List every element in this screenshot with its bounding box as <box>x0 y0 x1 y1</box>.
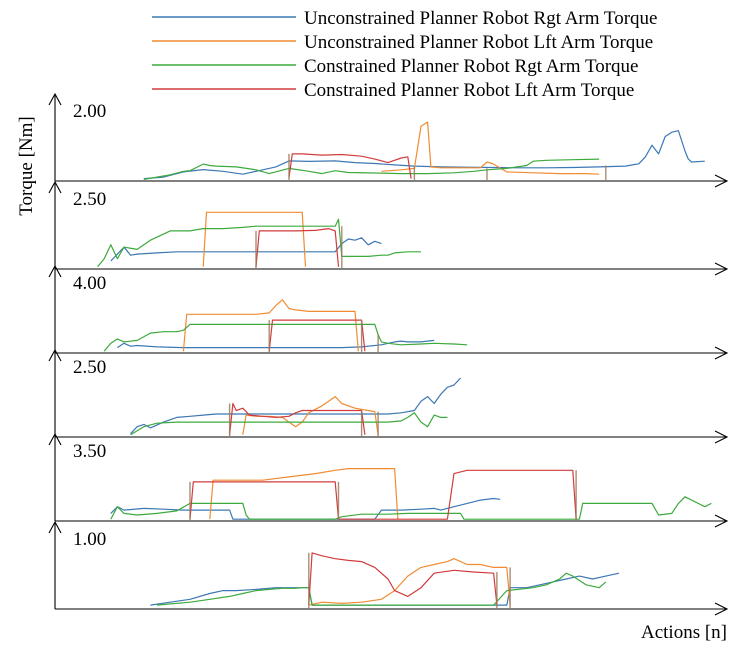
series-clft-4 <box>229 402 366 435</box>
y-axis-arrow-3 <box>48 264 62 278</box>
series-clft-2 <box>255 228 340 267</box>
legend-entry-clft: Constrained Planner Robot Lft Arm Torque <box>152 80 634 101</box>
legend-label-crgt: Constrained Planner Robot Rgt Arm Torque <box>304 56 639 77</box>
legend-entry-urgt: Unconstrained Planner Robot Rgt Arm Torq… <box>152 8 657 29</box>
y-axis-title: Torque [Nm] <box>16 116 37 215</box>
series-ulft-4 <box>242 396 379 435</box>
y-axis-arrow-5 <box>48 432 62 446</box>
series-vert-5 <box>189 470 577 520</box>
panel-3: 4.00 <box>48 264 729 360</box>
y-axis-arrow-2 <box>48 180 62 194</box>
series-urgt-3 <box>117 339 435 349</box>
ymax-label-4: 2.50 <box>73 357 106 378</box>
series-crgt-6 <box>156 572 607 606</box>
series-ulft-6 <box>308 558 511 606</box>
panel-1: 2.00 <box>48 92 729 188</box>
y-axis-arrow-4 <box>48 348 62 362</box>
panel-5: 3.50 <box>48 432 729 528</box>
series-urgt-2 <box>110 237 382 262</box>
legend-label-clft: Constrained Planner Robot Lft Arm Torque <box>304 80 634 101</box>
ymax-label-2: 2.50 <box>73 189 106 210</box>
x-axis-arrow-6 <box>714 602 729 616</box>
legend-entry-crgt: Constrained Planner Robot Rgt Arm Torque <box>152 56 639 77</box>
x-axis-arrow-5 <box>714 514 729 528</box>
legend-entry-ulft: Unconstrained Planner Robot Lft Arm Torq… <box>152 32 653 53</box>
y-axis-arrow-6 <box>48 520 62 534</box>
series-ulft-3 <box>182 299 359 352</box>
series-crgt-2 <box>97 218 421 268</box>
series-urgt-6 <box>150 572 620 606</box>
series-vert-6 <box>308 552 511 608</box>
x-axis-title: Actions [n] <box>641 622 727 643</box>
legend-label-ulft: Unconstrained Planner Robot Lft Arm Torq… <box>304 32 653 53</box>
series-urgt-4 <box>130 377 462 435</box>
legend-label-urgt: Unconstrained Planner Robot Rgt Arm Torq… <box>304 8 657 29</box>
series-vert-2 <box>255 226 343 268</box>
panel-2: 2.50 <box>48 180 729 276</box>
panel-6: 1.00 <box>48 520 729 616</box>
panel-4: 2.50 <box>48 348 729 444</box>
ymax-label-3: 4.00 <box>73 273 106 294</box>
y-axis-arrow-1 <box>48 92 62 106</box>
series-ulft-1 <box>381 121 600 175</box>
x-axis-arrow-4 <box>714 430 729 444</box>
series-urgt-5 <box>110 497 501 520</box>
series-clft-3 <box>268 319 366 352</box>
x-axis-arrow-3 <box>714 346 729 360</box>
ymax-label-6: 1.00 <box>73 529 106 550</box>
series-clft-1 <box>288 153 412 179</box>
series-crgt-5 <box>110 496 712 520</box>
series-clft-5 <box>189 469 577 520</box>
ymax-label-5: 3.50 <box>73 441 106 462</box>
x-axis-arrow-2 <box>714 262 729 276</box>
series-ulft-5 <box>209 468 399 520</box>
series-ulft-2 <box>202 211 307 267</box>
series-vert-1 <box>288 153 607 180</box>
ymax-label-1: 2.00 <box>73 101 106 122</box>
series-vert-4 <box>228 403 379 436</box>
series-vert-3 <box>268 320 379 352</box>
series-crgt-4 <box>130 412 448 436</box>
series-clft-6 <box>308 552 498 606</box>
series-urgt-1 <box>143 130 705 180</box>
x-axis-arrow-1 <box>714 174 729 188</box>
series-crgt-1 <box>143 158 600 180</box>
